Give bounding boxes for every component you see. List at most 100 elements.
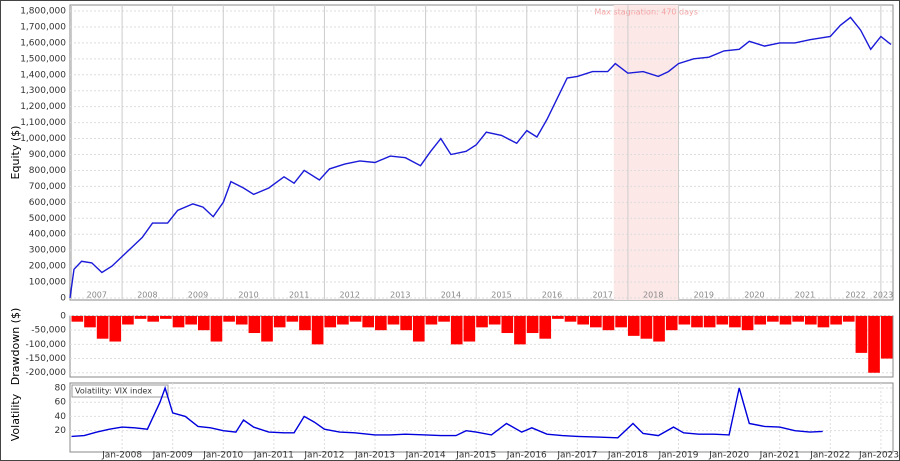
drawdown-bar	[552, 316, 564, 319]
y-tick-label: 20	[55, 426, 67, 436]
y-tick-label: 1,300,000	[20, 86, 66, 96]
drawdown-bar	[96, 316, 109, 339]
y-tick-label: 700,000	[29, 182, 66, 192]
y-tick-label: 1,200,000	[20, 102, 66, 112]
drawdown-bar	[400, 316, 412, 331]
drawdown-bar	[729, 316, 741, 328]
drawdown-bar	[172, 316, 185, 328]
legend-label: Volatility: VIX index	[75, 387, 152, 396]
x-tick-label: Jan-2013	[354, 451, 395, 461]
y-tick-label: 1,400,000	[20, 70, 66, 80]
drawdown-bar	[590, 316, 602, 328]
x-tick-label: Jan-2012	[303, 451, 344, 461]
y-tick-label: 200,000	[29, 262, 66, 272]
drawdown-bar	[299, 316, 311, 331]
drawdown-bar	[678, 316, 691, 325]
series-line	[69, 16, 892, 299]
y-tick-label: 80	[55, 383, 67, 393]
x-tick-label: Jan-2016	[506, 451, 547, 461]
x-tick-label: 2015	[491, 291, 511, 300]
x-tick-label: 2009	[188, 291, 208, 300]
drawdown-bar	[640, 316, 653, 339]
drawdown-bar	[362, 316, 375, 328]
y-tick-label: 1,100,000	[20, 118, 66, 128]
drawdown-bar	[767, 316, 779, 322]
drawdown-bar	[577, 316, 590, 325]
x-tick-label: 2012	[340, 291, 360, 300]
drawdown-bar	[514, 316, 526, 345]
drawdown-bar	[741, 316, 754, 331]
drawdown-bar	[804, 316, 817, 325]
drawdown-bar	[564, 316, 577, 322]
drawdown-bar	[337, 316, 349, 325]
annotation: Max stagnation: 470 days	[594, 8, 698, 17]
drawdown-bar	[691, 316, 703, 328]
x-tick-label: 2017	[592, 291, 612, 300]
y-tick-label: 1,800,000	[20, 6, 66, 16]
drawdown-bar	[248, 316, 261, 334]
x-tick-label: Jan-2009	[152, 451, 193, 461]
x-tick-label: Jan-2018	[607, 451, 648, 461]
drawdown-bar	[779, 316, 792, 325]
y-tick-label: 100,000	[29, 278, 66, 288]
drawdown-bar	[185, 316, 197, 325]
drawdown-bar	[109, 316, 122, 342]
drawdown-bar	[501, 316, 514, 334]
x-tick-label: 2013	[390, 291, 410, 300]
drawdown-bar	[855, 316, 868, 353]
drawdown-bar	[286, 316, 299, 322]
drawdown-bar	[868, 316, 880, 373]
drawdown-bar	[539, 316, 552, 339]
drawdown-bar	[71, 316, 84, 322]
x-tick-label: Jan-2021	[759, 451, 800, 461]
drawdown-bar	[425, 316, 438, 325]
y-tick-label: -100,000	[26, 340, 67, 350]
y-tick-label: -200,000	[26, 368, 67, 378]
drawdown-bar	[197, 316, 210, 331]
x-tick-label: 2008	[137, 291, 157, 300]
y-tick-label: -150,000	[26, 354, 67, 364]
x-tick-label: 2018	[643, 291, 663, 300]
x-tick-label: Jan-2022	[809, 451, 850, 461]
drawdown-bar	[261, 316, 273, 342]
x-tick-label: 2020	[744, 291, 764, 300]
drawdown-bar	[387, 316, 400, 325]
drawdown-bar	[716, 316, 729, 325]
y-axis-title: Drawdown ($)	[9, 308, 22, 386]
drawdown-bar	[122, 316, 134, 325]
drawdown-bar	[311, 316, 324, 345]
drawdown-bar	[653, 316, 665, 342]
x-tick-label: Jan-2015	[455, 451, 496, 461]
drawdown-bar	[210, 316, 223, 342]
drawdown-bar	[349, 316, 362, 322]
y-tick-label: 1,500,000	[20, 54, 66, 64]
plot-area	[69, 4, 894, 301]
y-tick-label: 800,000	[29, 166, 66, 176]
y-tick-label: 900,000	[29, 150, 66, 160]
drawdown-bar	[84, 316, 96, 328]
series-line	[71, 385, 823, 439]
x-tick-label: Jan-2014	[405, 451, 446, 461]
y-tick-label: 1,000,000	[20, 134, 66, 144]
x-tick-label: 2022	[845, 291, 865, 300]
y-tick-label: 60	[55, 398, 67, 408]
y-tick-label: 600,000	[29, 198, 66, 208]
x-tick-label: 2021	[795, 291, 815, 300]
y-tick-label: 0	[60, 312, 66, 322]
y-tick-label: 0	[60, 294, 66, 304]
drawdown-bar	[817, 316, 830, 328]
y-tick-label: -50,000	[31, 326, 66, 336]
drawdown-bar	[703, 316, 716, 328]
x-tick-label: Jan-2023	[858, 451, 899, 461]
x-tick-label: Jan-2010	[202, 451, 243, 461]
drawdown-bar	[830, 316, 842, 325]
drawdown-bar	[880, 316, 893, 359]
drawdown-bar	[488, 316, 501, 325]
drawdown-bar	[450, 316, 463, 345]
plot-area	[69, 382, 894, 453]
drawdown-bar	[842, 316, 855, 322]
x-tick-label: 2010	[238, 291, 258, 300]
drawdown-bar	[526, 316, 539, 334]
drawdown-bar	[665, 316, 678, 331]
